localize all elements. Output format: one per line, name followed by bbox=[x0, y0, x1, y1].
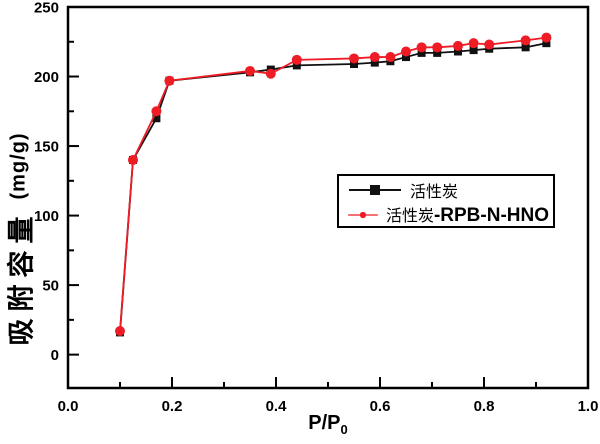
y-tick-label: 250 bbox=[34, 0, 59, 17]
y-axis-label: 吸附容量 (mg/g) bbox=[0, 132, 39, 345]
data-point-square bbox=[542, 39, 551, 48]
data-point-circle bbox=[432, 42, 443, 53]
legend-label-cjk: 活性炭 bbox=[385, 208, 434, 225]
data-point-square bbox=[370, 58, 379, 67]
y-tick-label: 150 bbox=[34, 139, 59, 156]
data-point-circle bbox=[385, 52, 396, 63]
x-axis-label: P/P0 bbox=[308, 412, 347, 437]
data-point-circle bbox=[151, 106, 162, 117]
legend-item-activated-carbon: 活性炭 bbox=[347, 178, 549, 202]
data-point-circle bbox=[484, 39, 495, 50]
data-point-circle bbox=[453, 40, 463, 51]
x-axis-label-main: P/P bbox=[308, 412, 341, 434]
legend-label: 活性炭 bbox=[410, 178, 458, 202]
data-point-circle bbox=[520, 35, 531, 46]
x-axis-label-subscript: 0 bbox=[340, 422, 348, 437]
data-point-square bbox=[469, 46, 478, 55]
y-tick-label: 100 bbox=[34, 208, 59, 225]
legend-label-cjk: 活性炭 bbox=[410, 184, 459, 201]
legend-sample-circle-icon bbox=[348, 211, 378, 218]
data-point-circle bbox=[468, 38, 479, 49]
data-point-square bbox=[402, 53, 410, 62]
data-point-circle bbox=[369, 52, 380, 63]
data-point-circle bbox=[349, 53, 359, 64]
x-tick-label: 0.0 bbox=[58, 398, 79, 415]
data-point-square bbox=[350, 60, 358, 69]
legend-label-latin: -RPB-N-HNO bbox=[433, 205, 549, 226]
data-point-circle bbox=[164, 75, 175, 86]
x-tick-label: 0.8 bbox=[474, 398, 495, 415]
x-tick-label: 0.4 bbox=[266, 398, 288, 415]
data-point-square bbox=[521, 43, 530, 52]
data-point-square bbox=[433, 48, 442, 57]
data-point-square bbox=[292, 61, 301, 70]
legend-item-activated-carbon-rpb-n-hno: 活性炭 -RPB-N-HNO bbox=[347, 202, 549, 227]
y-axis-ticks: 0 50 100 150 200 250 bbox=[34, 0, 79, 364]
data-point-circle bbox=[115, 325, 125, 336]
legend-label: 活性炭 -RPB-N-HNO bbox=[386, 202, 549, 227]
x-axis-ticks: 0.0 0.2 0.4 0.6 0.8 1.0 bbox=[58, 377, 599, 415]
legend: 活性炭 活性炭 -RPB-N-HNO bbox=[337, 174, 555, 228]
x-tick-label: 0.2 bbox=[162, 398, 183, 415]
data-point-circle bbox=[245, 65, 255, 76]
data-point-circle bbox=[265, 68, 276, 79]
series-1-circle bbox=[115, 32, 552, 336]
data-point-circle bbox=[401, 46, 411, 57]
data-point-circle bbox=[128, 154, 138, 165]
x-tick-label: 0.6 bbox=[370, 398, 391, 415]
y-tick-label: 200 bbox=[34, 69, 59, 86]
y-tick-label: 0 bbox=[51, 347, 59, 364]
y-tick-label: 50 bbox=[42, 278, 59, 295]
plot-frame bbox=[66, 5, 590, 390]
data-point-square bbox=[417, 48, 426, 57]
legend-sample-square-icon bbox=[349, 185, 401, 195]
data-point-square bbox=[152, 114, 161, 123]
data-point-circle bbox=[291, 54, 302, 65]
data-point-circle bbox=[541, 32, 552, 43]
y-axis-label-cjk: 吸附容量 bbox=[6, 209, 37, 346]
y-axis-label-unit: (mg/g) bbox=[7, 132, 30, 200]
data-point-square bbox=[454, 47, 462, 56]
x-tick-label: 1.0 bbox=[578, 398, 599, 415]
data-point-circle bbox=[416, 42, 427, 53]
